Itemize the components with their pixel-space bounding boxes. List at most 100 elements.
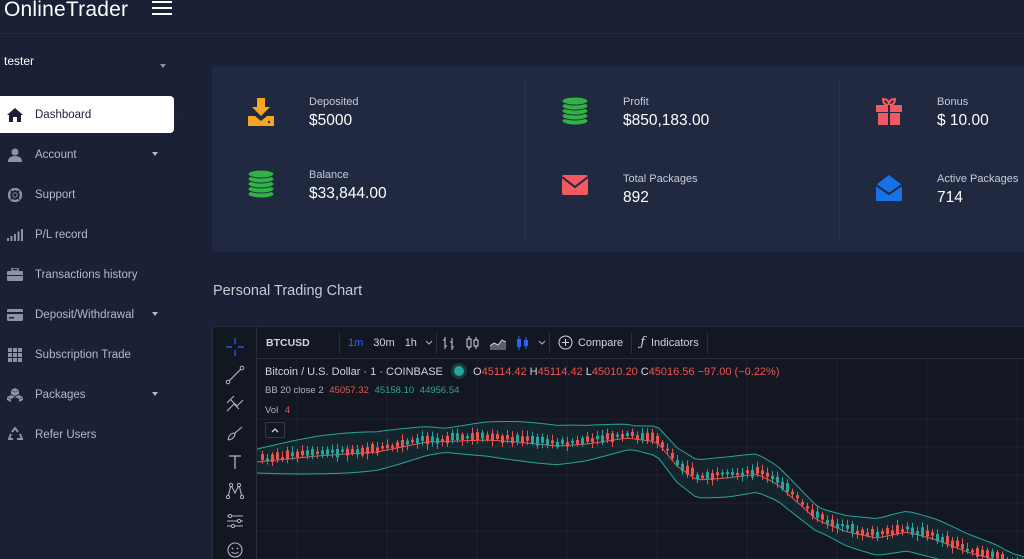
stat-label: Bonus xyxy=(937,96,969,108)
symbol-title: Bitcoin / U.S. Dollar · 1 · COINBASE xyxy=(265,366,443,378)
sidebar-item-refer-users[interactable]: Refer Users xyxy=(0,416,174,453)
candle-body xyxy=(581,438,584,445)
candle-body xyxy=(666,448,669,451)
sidebar-item-subscription-trade[interactable]: Subscription Trade xyxy=(0,336,174,373)
hamburger-menu-icon[interactable] xyxy=(152,1,172,17)
candle-body xyxy=(381,446,384,449)
candle-body xyxy=(826,520,829,524)
sidebar-item-account[interactable]: Account xyxy=(0,136,174,173)
top-header: OnlineTrader xyxy=(0,0,1024,34)
brand-logo[interactable]: OnlineTrader xyxy=(4,0,129,21)
candles-style-icon[interactable] xyxy=(461,335,485,351)
candle-body xyxy=(401,439,404,448)
candle-body xyxy=(521,436,524,444)
sidebar-item-transactions-history[interactable]: Transactions history xyxy=(0,256,174,293)
bb-basis-value: 45057.32 xyxy=(329,385,369,396)
bb-lower-value: 44956.54 xyxy=(419,385,460,396)
candle-body xyxy=(301,450,304,456)
candle-body xyxy=(836,523,839,529)
candle-body xyxy=(306,450,309,456)
symbol-search[interactable]: BTCUSD xyxy=(266,336,310,349)
chevron-down-icon[interactable] xyxy=(422,340,436,346)
candle-body xyxy=(681,463,684,472)
stat-value: 714 xyxy=(937,189,963,206)
sidebar-item-support[interactable]: Support xyxy=(0,176,174,213)
timeframe-30m[interactable]: 30m xyxy=(373,336,395,349)
indicators-button[interactable]: ƒ Indicators xyxy=(632,335,707,350)
prediction-icon[interactable] xyxy=(225,511,245,531)
pattern-icon[interactable] xyxy=(225,481,245,501)
candle-body xyxy=(326,449,329,455)
candle-body xyxy=(541,436,544,443)
chevron-down-icon xyxy=(152,312,158,316)
candle-body xyxy=(546,439,549,445)
candle-body xyxy=(746,470,749,474)
brush-icon[interactable] xyxy=(225,423,245,443)
cubes-icon xyxy=(0,385,30,405)
candle-body xyxy=(791,491,794,495)
price-chart-canvas[interactable] xyxy=(257,359,1024,559)
sidebar-item-dashboard[interactable]: Dashboard xyxy=(0,96,174,133)
candle-body xyxy=(861,529,864,536)
candle-body xyxy=(496,434,499,439)
candle-body xyxy=(276,452,279,460)
candle-body xyxy=(591,438,594,443)
collapse-legend-button[interactable] xyxy=(265,422,285,438)
candle-body xyxy=(426,435,429,445)
candle-body xyxy=(996,552,999,559)
sidebar-item-label: Support xyxy=(35,188,76,201)
divider xyxy=(548,331,550,354)
candle-body xyxy=(446,435,449,444)
candle-body xyxy=(821,514,824,520)
candle-body xyxy=(951,540,954,549)
chevron-down-icon[interactable] xyxy=(535,340,549,346)
candle-body xyxy=(371,444,374,452)
coins-icon xyxy=(246,169,276,199)
stat-label: Total Packages xyxy=(623,173,698,185)
divider xyxy=(339,331,340,354)
candle-body xyxy=(731,472,734,475)
sidebar-item-label: P/L record xyxy=(35,228,88,241)
bar-style-icon[interactable] xyxy=(437,335,461,351)
candle-body xyxy=(626,433,629,436)
sidebar-item-deposit-withdrawal[interactable]: Deposit/Withdrawal xyxy=(0,296,174,333)
candle-body xyxy=(781,481,784,489)
candle-body xyxy=(411,439,414,443)
candle-body xyxy=(816,511,819,518)
plus-circle-icon xyxy=(558,335,573,350)
candle-body xyxy=(676,460,679,466)
candle-body xyxy=(991,551,994,558)
area-style-icon[interactable] xyxy=(485,336,511,350)
candle-body xyxy=(786,483,789,493)
candle-body xyxy=(471,433,474,441)
candle-body xyxy=(936,533,939,542)
candle-body xyxy=(516,434,519,443)
emoji-icon[interactable] xyxy=(225,540,245,559)
divider xyxy=(525,78,526,240)
timeframe-1h[interactable]: 1h xyxy=(404,336,417,349)
sidebar-item-packages[interactable]: Packages xyxy=(0,376,174,413)
bb-label: BB 20 close 2 xyxy=(265,385,324,396)
candle-body xyxy=(631,431,634,437)
drawing-toolbar xyxy=(213,327,257,559)
sidebar-item-label: Refer Users xyxy=(35,428,97,441)
sidebar-item-pl-record[interactable]: P/L record xyxy=(0,216,174,253)
crosshair-icon[interactable] xyxy=(225,337,245,357)
candle-body xyxy=(406,440,409,445)
timeframe-1m[interactable]: 1m xyxy=(348,336,364,349)
pitchfork-icon[interactable] xyxy=(225,394,245,414)
candle-body xyxy=(646,432,649,441)
candle-body xyxy=(296,451,299,458)
trend-line-icon[interactable] xyxy=(225,365,245,385)
compare-button[interactable]: Compare xyxy=(550,335,631,350)
trading-chart-widget[interactable]: BTCUSD 1m 30m 1h Compare ƒ Indicators Bi… xyxy=(212,326,1024,559)
candle-body xyxy=(956,540,959,547)
text-tool-icon[interactable] xyxy=(225,452,245,472)
candles-active-icon[interactable] xyxy=(511,335,535,351)
stat-label: Deposited xyxy=(309,96,359,108)
candle-body xyxy=(691,467,694,476)
recycle-icon xyxy=(0,425,30,445)
candle-body xyxy=(931,532,934,536)
user-dropdown[interactable]: tester xyxy=(4,54,174,78)
candle-body xyxy=(766,472,769,477)
